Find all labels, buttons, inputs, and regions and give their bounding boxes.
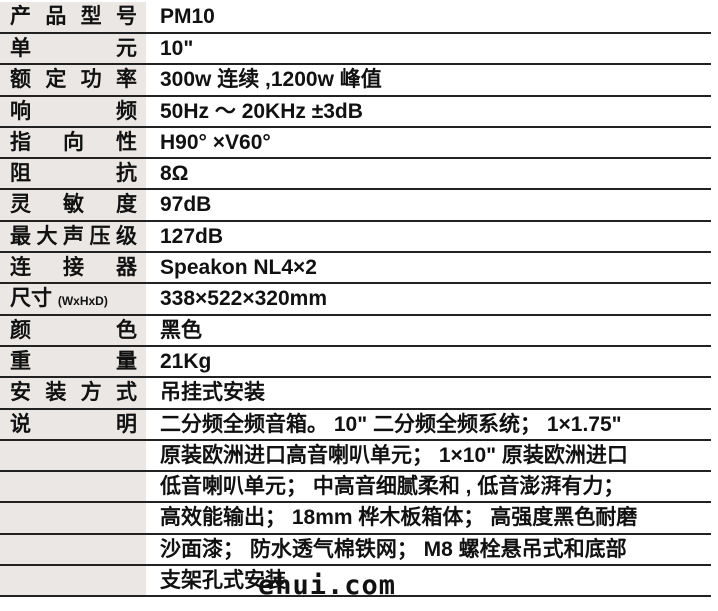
- spec-label: 单元: [0, 34, 146, 64]
- description-line: 支架孔式安装: [0, 566, 711, 598]
- spec-label: 最大声压级: [0, 221, 146, 252]
- spec-label: 尺寸 (WxHxD): [0, 284, 146, 314]
- spec-row-description: 说明 二分频全频音箱。 10" 二分频全频系统； 1×1.75": [0, 409, 711, 441]
- spec-row-mounting: 安装方式 吊挂式安装: [0, 378, 711, 410]
- spec-label: 连接器: [0, 253, 146, 283]
- spec-row-max-spl: 最大声压级 127dB: [0, 221, 711, 254]
- spec-label: 灵敏度: [0, 190, 146, 220]
- spec-row-weight: 重量 21Kg: [0, 346, 711, 379]
- spec-row-dimensions: 尺寸 (WxHxD) 338×522×320mm: [0, 284, 711, 316]
- spec-label: 安装方式: [0, 378, 146, 408]
- description-text: 沙面漆； 防水透气棉铁网； M8 螺栓悬吊式和底部: [160, 537, 627, 561]
- watermark: ehui.com: [258, 570, 397, 601]
- spec-table: 产品型号 PM10 单元 10" 额定功率 300w 连续 ,1200w 峰值 响频 5…: [0, 2, 711, 598]
- spec-value: 338×522×320mm: [160, 287, 327, 311]
- description-text: 高效能输出； 18mm 桦木板箱体； 高强度黑色耐磨: [160, 506, 638, 530]
- spec-label: 说明: [0, 409, 146, 439]
- spec-value: 吊挂式安装: [160, 381, 265, 405]
- description-line: 低音喇叭单元； 中高音细腻柔和 , 低音澎湃有力；: [0, 472, 711, 504]
- spec-label: 额定功率: [0, 65, 146, 95]
- description-line: 沙面漆； 防水透气棉铁网； M8 螺栓悬吊式和底部: [0, 534, 711, 567]
- spec-label: 指向性: [0, 127, 146, 158]
- spec-row-model: 产品型号 PM10: [0, 2, 711, 34]
- spec-label: 重量: [0, 346, 146, 377]
- spec-value: 50Hz ～ 20KHz ±3dB: [160, 99, 363, 123]
- spec-row-impedance: 阻抗 8Ω: [0, 159, 711, 191]
- spec-row-frequency: 响频 50Hz ～ 20KHz ±3dB: [0, 96, 711, 128]
- description-text: 原装欧洲进口高音喇叭单元； 1×10" 原装欧洲进口: [160, 443, 628, 467]
- spec-label-text: 尺寸: [10, 287, 52, 311]
- spec-value: 黑色: [160, 318, 202, 342]
- spec-label: 产品型号: [0, 2, 146, 32]
- description-line: 高效能输出； 18mm 桦木板箱体； 高强度黑色耐磨: [0, 503, 711, 535]
- description-text: 支架孔式安装: [160, 569, 286, 593]
- spec-value: PM10: [160, 5, 215, 28]
- spec-label-suffix: (WxHxD): [57, 294, 108, 309]
- spec-label: 阻抗: [0, 159, 146, 189]
- spec-value: Speakon NL4×2: [160, 256, 317, 280]
- spec-value: H90° ×V60°: [160, 130, 271, 154]
- spec-row-sensitivity: 灵敏度 97dB: [0, 190, 711, 222]
- spec-value: 8Ω: [160, 162, 189, 186]
- spec-value: 10": [160, 37, 194, 60]
- description-line: 原装欧洲进口高音喇叭单元； 1×10" 原装欧洲进口: [0, 440, 711, 473]
- spec-value: 300w 连续 ,1200w 峰值: [160, 68, 382, 92]
- spec-row-color: 颜色 黑色: [0, 315, 711, 347]
- spec-value: 127dB: [160, 224, 224, 248]
- spec-label: 响频: [0, 96, 146, 126]
- spec-row-connector: 连接器 Speakon NL4×2: [0, 253, 711, 285]
- spec-value: 97dB: [160, 193, 212, 217]
- spec-row-unit: 单元 10": [0, 34, 711, 66]
- description-text: 低音喇叭单元； 中高音细腻柔和 , 低音澎湃有力；: [160, 475, 625, 499]
- spec-value: 21Kg: [160, 349, 212, 373]
- spec-label: 颜色: [0, 315, 146, 345]
- spec-row-power: 额定功率 300w 连续 ,1200w 峰值: [0, 65, 711, 97]
- spec-value: 二分频全频音箱。 10" 二分频全频系统； 1×1.75": [160, 412, 622, 436]
- spec-row-directivity: 指向性 H90° ×V60°: [0, 127, 711, 160]
